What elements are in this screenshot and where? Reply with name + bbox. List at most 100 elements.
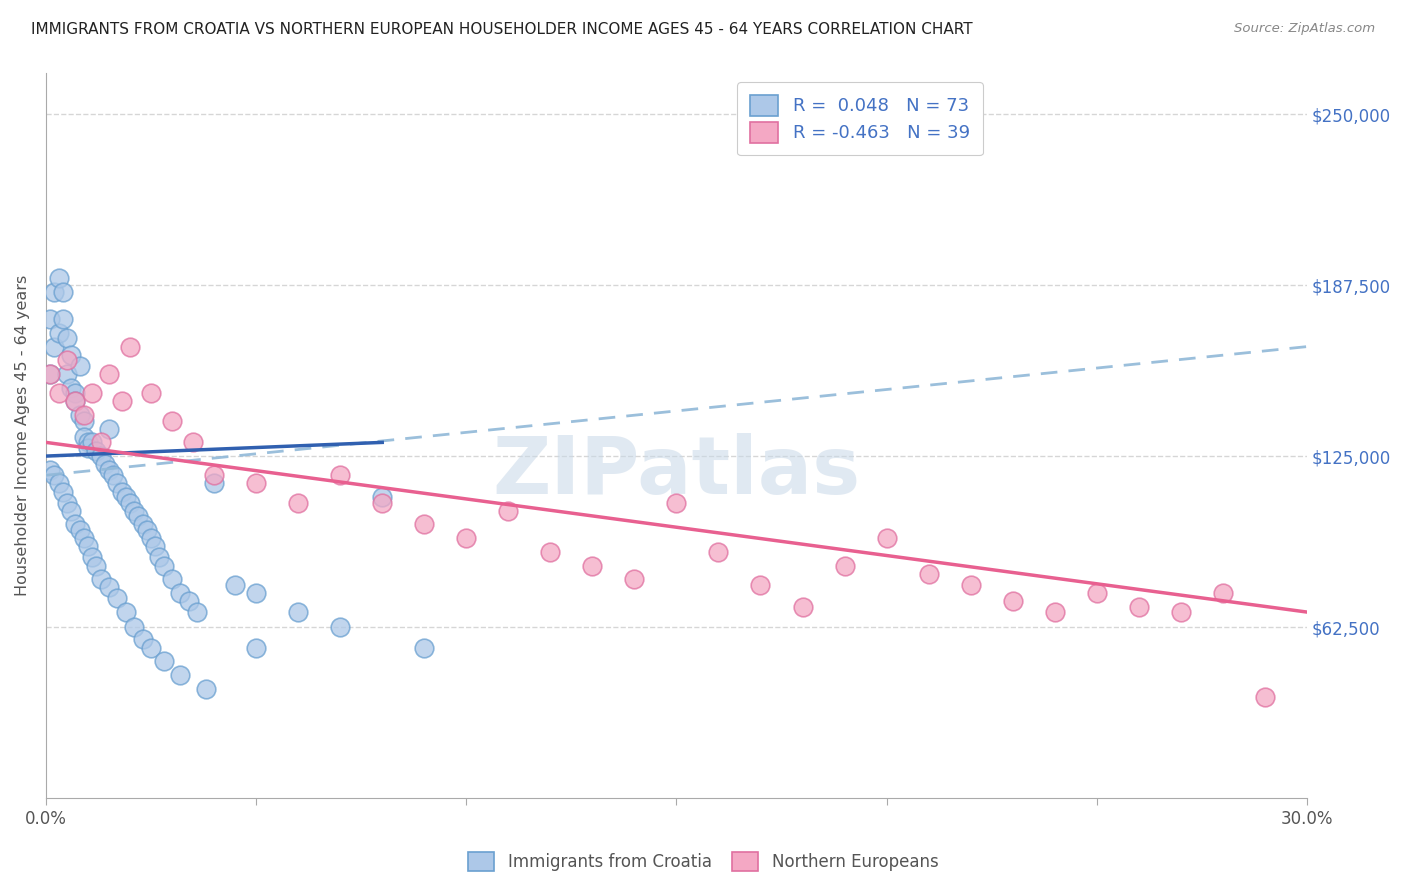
Point <box>959 577 981 591</box>
Point <box>73 413 96 427</box>
Point <box>623 572 645 586</box>
Point <box>122 620 145 634</box>
Point <box>98 367 121 381</box>
Point <box>127 509 149 524</box>
Point <box>98 463 121 477</box>
Point <box>82 550 104 565</box>
Point <box>1170 605 1192 619</box>
Point <box>1212 586 1234 600</box>
Point <box>44 340 66 354</box>
Point <box>538 545 561 559</box>
Point <box>56 367 79 381</box>
Point <box>177 594 200 608</box>
Point <box>202 468 225 483</box>
Point <box>1254 690 1277 704</box>
Point <box>413 640 436 655</box>
Point <box>1043 605 1066 619</box>
Point <box>581 558 603 573</box>
Point <box>329 468 352 483</box>
Point <box>186 605 208 619</box>
Point <box>98 422 121 436</box>
Point <box>90 435 112 450</box>
Point <box>48 326 70 340</box>
Point <box>60 504 83 518</box>
Point <box>69 523 91 537</box>
Point <box>152 558 174 573</box>
Point <box>131 632 153 647</box>
Text: Source: ZipAtlas.com: Source: ZipAtlas.com <box>1234 22 1375 36</box>
Point <box>65 394 87 409</box>
Point <box>139 386 162 401</box>
Point <box>287 605 309 619</box>
Point <box>917 566 939 581</box>
Point <box>169 668 191 682</box>
Point <box>39 367 62 381</box>
Point <box>60 381 83 395</box>
Point <box>169 586 191 600</box>
Point <box>52 312 75 326</box>
Point <box>1085 586 1108 600</box>
Point <box>90 572 112 586</box>
Point <box>107 591 129 606</box>
Point <box>69 359 91 373</box>
Point <box>665 495 688 509</box>
Point <box>111 484 134 499</box>
Point <box>202 476 225 491</box>
Point <box>39 463 62 477</box>
Point <box>65 517 87 532</box>
Point <box>143 540 166 554</box>
Point <box>371 495 394 509</box>
Point <box>56 331 79 345</box>
Point <box>160 572 183 586</box>
Point <box>792 599 814 614</box>
Point <box>245 586 267 600</box>
Point <box>498 504 520 518</box>
Point <box>69 408 91 422</box>
Point <box>60 348 83 362</box>
Point <box>39 367 62 381</box>
Point <box>39 312 62 326</box>
Point <box>114 605 136 619</box>
Point <box>103 468 125 483</box>
Point <box>90 449 112 463</box>
Point <box>118 495 141 509</box>
Point <box>111 394 134 409</box>
Legend: Immigrants from Croatia, Northern Europeans: Immigrants from Croatia, Northern Europe… <box>460 843 946 880</box>
Point <box>245 476 267 491</box>
Point <box>48 386 70 401</box>
Point <box>77 441 100 455</box>
Point <box>73 430 96 444</box>
Point <box>245 640 267 655</box>
Point <box>329 620 352 634</box>
Point <box>413 517 436 532</box>
Point <box>122 504 145 518</box>
Point <box>48 476 70 491</box>
Point <box>135 523 157 537</box>
Point <box>98 581 121 595</box>
Point <box>160 413 183 427</box>
Point <box>82 386 104 401</box>
Point <box>371 490 394 504</box>
Point <box>86 443 108 458</box>
Point <box>139 640 162 655</box>
Point <box>456 531 478 545</box>
Point <box>94 458 117 472</box>
Point <box>77 435 100 450</box>
Point <box>148 550 170 565</box>
Point <box>707 545 730 559</box>
Point <box>118 340 141 354</box>
Point <box>224 577 246 591</box>
Point <box>287 495 309 509</box>
Point <box>73 408 96 422</box>
Legend: R =  0.048   N = 73, R = -0.463   N = 39: R = 0.048 N = 73, R = -0.463 N = 39 <box>737 82 983 155</box>
Point <box>131 517 153 532</box>
Point <box>44 285 66 299</box>
Point <box>834 558 856 573</box>
Text: IMMIGRANTS FROM CROATIA VS NORTHERN EUROPEAN HOUSEHOLDER INCOME AGES 45 - 64 YEA: IMMIGRANTS FROM CROATIA VS NORTHERN EURO… <box>31 22 973 37</box>
Point <box>139 531 162 545</box>
Point <box>114 490 136 504</box>
Point <box>194 681 217 696</box>
Point <box>65 386 87 401</box>
Point <box>152 654 174 668</box>
Point <box>73 531 96 545</box>
